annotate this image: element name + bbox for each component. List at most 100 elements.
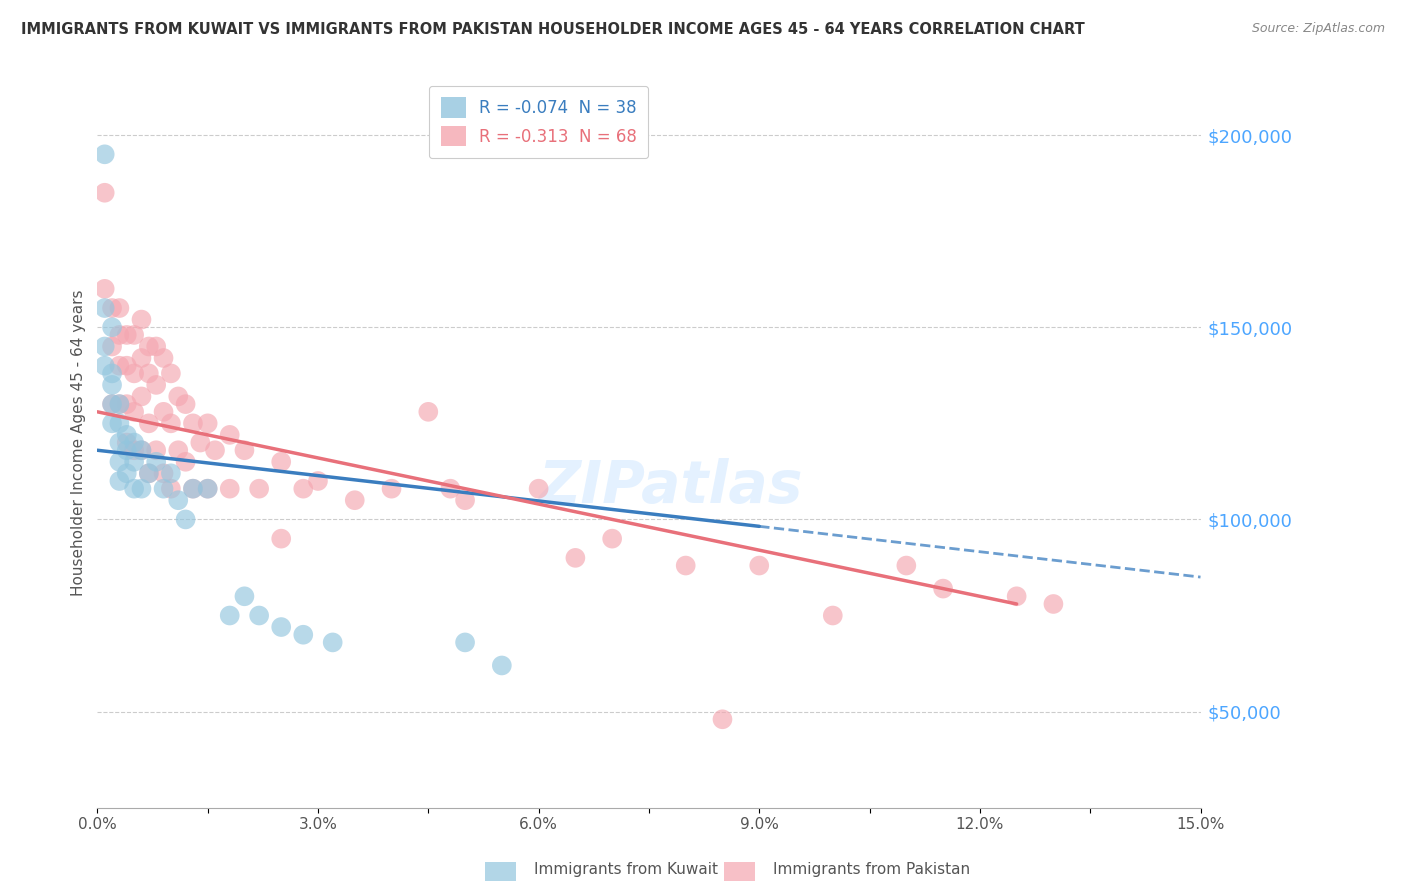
Point [896, 558, 918, 573]
Point [122, 482, 145, 496]
Point [108, 397, 131, 411]
Y-axis label: Householder Income Ages 45 - 64 years: Householder Income Ages 45 - 64 years [72, 289, 86, 596]
Point [131, 443, 153, 458]
Text: Immigrants from Pakistan: Immigrants from Pakistan [773, 863, 970, 877]
Point [197, 482, 219, 496]
Point [600, 532, 623, 546]
Point [138, 339, 160, 353]
Point [380, 482, 402, 496]
Point [101, 339, 124, 353]
Point [101, 417, 124, 431]
Point [160, 367, 183, 381]
Point [101, 397, 124, 411]
Point [131, 312, 153, 326]
Point [101, 397, 124, 411]
Point [343, 493, 366, 508]
Point [108, 397, 131, 411]
Point [1042, 597, 1064, 611]
Legend: R = -0.074  N = 38, R = -0.313  N = 68: R = -0.074 N = 38, R = -0.313 N = 68 [429, 86, 648, 158]
Point [174, 455, 197, 469]
Point [174, 512, 197, 526]
Text: Immigrants from Kuwait: Immigrants from Kuwait [534, 863, 718, 877]
Point [204, 443, 226, 458]
Point [93, 186, 115, 200]
Point [439, 482, 461, 496]
Point [101, 301, 124, 315]
Point [174, 397, 197, 411]
Point [122, 443, 145, 458]
Point [108, 301, 131, 315]
Point [108, 474, 131, 488]
Point [218, 608, 240, 623]
Point [270, 620, 292, 634]
Point [131, 351, 153, 365]
Point [108, 455, 131, 469]
Point [181, 482, 204, 496]
Point [152, 351, 174, 365]
Point [160, 467, 183, 481]
Point [307, 474, 329, 488]
Point [270, 455, 292, 469]
Point [93, 147, 115, 161]
Point [122, 367, 145, 381]
Point [167, 443, 190, 458]
Point [197, 482, 219, 496]
Point [101, 320, 124, 334]
Point [821, 608, 844, 623]
Point [115, 327, 138, 342]
Point [188, 435, 211, 450]
Point [145, 455, 167, 469]
Point [115, 359, 138, 373]
Point [152, 482, 174, 496]
Point [152, 467, 174, 481]
Point [181, 417, 204, 431]
Point [108, 417, 131, 431]
Point [122, 435, 145, 450]
Point [131, 482, 153, 496]
Point [115, 443, 138, 458]
Point [247, 482, 270, 496]
Point [160, 482, 183, 496]
Point [711, 712, 734, 726]
Point [454, 635, 477, 649]
Point [138, 367, 160, 381]
Point [748, 558, 770, 573]
Point [93, 301, 115, 315]
Point [115, 435, 138, 450]
Point [138, 467, 160, 481]
Point [145, 378, 167, 392]
Point [181, 482, 204, 496]
Point [131, 443, 153, 458]
Point [122, 405, 145, 419]
Point [1005, 589, 1028, 603]
Point [93, 339, 115, 353]
Point [145, 339, 167, 353]
Point [93, 282, 115, 296]
Point [675, 558, 697, 573]
Point [122, 455, 145, 469]
Point [138, 417, 160, 431]
Text: IMMIGRANTS FROM KUWAIT VS IMMIGRANTS FROM PAKISTAN HOUSEHOLDER INCOME AGES 45 - : IMMIGRANTS FROM KUWAIT VS IMMIGRANTS FRO… [21, 22, 1085, 37]
Point [564, 550, 586, 565]
Point [115, 428, 138, 442]
Point [292, 482, 315, 496]
Point [145, 443, 167, 458]
Point [115, 467, 138, 481]
Point [152, 405, 174, 419]
Point [932, 582, 955, 596]
Point [160, 417, 183, 431]
Point [101, 378, 124, 392]
Point [527, 482, 550, 496]
Point [270, 532, 292, 546]
Point [167, 493, 190, 508]
Point [218, 428, 240, 442]
Point [167, 389, 190, 403]
Point [115, 397, 138, 411]
Point [233, 589, 256, 603]
Point [122, 327, 145, 342]
Point [108, 435, 131, 450]
Point [131, 389, 153, 403]
Point [247, 608, 270, 623]
Point [138, 467, 160, 481]
Point [292, 628, 315, 642]
